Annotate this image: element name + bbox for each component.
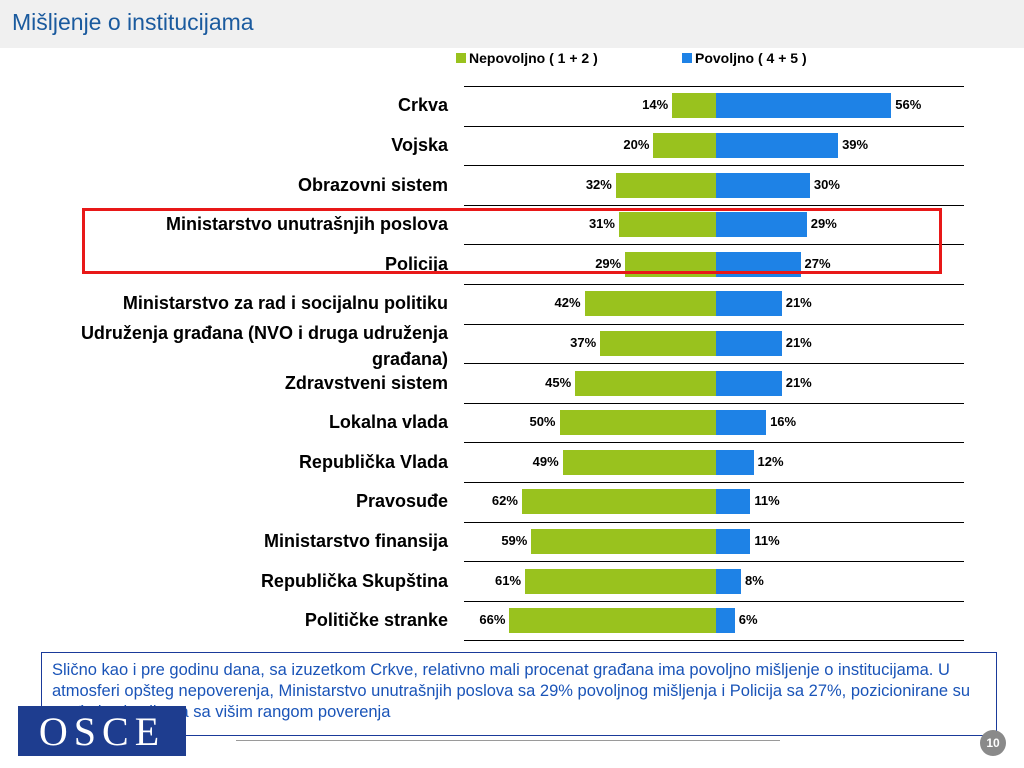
category-label: Republička Skupština [260, 570, 448, 591]
bar-nepovoljno [575, 370, 716, 396]
bar-nepovoljno [615, 172, 716, 198]
bar-povoljno [716, 568, 742, 594]
value-label-povoljno: 16% [770, 414, 797, 430]
row-divider [464, 244, 964, 246]
bar-povoljno [716, 93, 892, 119]
bar-povoljno [716, 449, 754, 475]
row-divider [464, 86, 964, 87]
bar-nepovoljno [525, 568, 716, 594]
category-label: Ministarstvo finansija [263, 530, 448, 551]
bar-nepovoljno [531, 528, 716, 554]
value-label-nepovoljno: 59% [501, 532, 528, 548]
value-label-nepovoljno: 31% [588, 216, 615, 232]
value-label-povoljno: 29% [810, 216, 837, 232]
category-label: Policija [384, 253, 448, 274]
legend-item-nepovoljno: Nepovoljno ( 1 + 2 ) [456, 50, 598, 66]
category-label: Zdravstveni sistem [284, 372, 448, 393]
value-label-nepovoljno: 49% [532, 453, 559, 469]
legend-swatch-nepovoljno [456, 53, 466, 64]
bar-nepovoljno [562, 449, 716, 475]
category-label: Lokalna vlada [328, 412, 448, 433]
value-label-nepovoljno: 45% [545, 374, 572, 390]
value-label-nepovoljno: 62% [491, 493, 518, 509]
bar-povoljno [716, 370, 782, 396]
legend-label-nepovoljno: Nepovoljno ( 1 + 2 ) [469, 50, 598, 66]
bar-nepovoljno [600, 330, 716, 356]
legend-label-povoljno: Povoljno ( 4 + 5 ) [695, 50, 807, 66]
value-label-nepovoljno: 66% [479, 612, 506, 628]
legend-item-povoljno: Povoljno ( 4 + 5 ) [682, 50, 807, 66]
row-divider [464, 482, 964, 483]
row-divider [464, 323, 964, 325]
value-label-povoljno: 30% [813, 176, 840, 192]
bar-nepovoljno [672, 93, 716, 119]
row-divider [464, 284, 964, 285]
title-bar: Mišljenje o institucijama [0, 0, 1024, 48]
value-label-nepovoljno: 61% [495, 572, 522, 588]
bar-povoljno [716, 330, 782, 356]
bar-povoljno [716, 291, 782, 317]
row-divider [464, 363, 964, 365]
row-divider [464, 442, 964, 444]
category-label: Pravosuđe [355, 491, 448, 512]
bar-nepovoljno [521, 489, 716, 515]
category-label: Ministarstvo za rad i socijalnu politiku [122, 293, 448, 314]
value-label-nepovoljno: 14% [642, 97, 669, 113]
row-divider [464, 402, 964, 404]
value-label-povoljno: 21% [785, 334, 812, 350]
bar-povoljno [716, 172, 810, 198]
category-label: Obrazovni sistem [297, 174, 448, 195]
note-box: Slično kao i pre godinu dana, sa izuzetk… [41, 652, 997, 736]
page-number: 10 [980, 730, 1006, 756]
value-label-povoljno: 39% [842, 136, 869, 152]
value-label-povoljno: 56% [895, 97, 922, 113]
value-label-nepovoljno: 29% [595, 255, 622, 271]
value-label-povoljno: 8% [745, 572, 764, 588]
value-label-povoljno: 11% [754, 532, 780, 548]
value-label-nepovoljno: 20% [623, 136, 650, 152]
value-label-nepovoljno: 42% [554, 295, 581, 311]
bar-povoljno [716, 410, 767, 436]
category-label: Političke stranke [304, 610, 448, 631]
bar-povoljno [716, 212, 807, 238]
category-label: Ministarstvo unutrašnjih poslova [165, 214, 448, 235]
value-label-povoljno: 21% [785, 374, 812, 390]
bar-povoljno [716, 489, 751, 515]
category-label: Udruženja građana (NVO i druga udruženja… [80, 322, 448, 369]
value-label-nepovoljno: 37% [570, 334, 597, 350]
osce-logo: OSCE [18, 706, 186, 756]
category-label: Crkva [397, 95, 448, 116]
value-label-povoljno: 6% [738, 612, 758, 628]
bar-nepovoljno [653, 132, 716, 158]
value-label-povoljno: 11% [754, 493, 780, 509]
value-label-nepovoljno: 32% [585, 176, 612, 192]
row-divider [464, 165, 964, 167]
slide-title: Mišljenje o institucijama [12, 9, 254, 35]
row-divider [464, 561, 964, 563]
value-label-povoljno: 12% [757, 453, 784, 469]
category-label: Republička Vlada [298, 451, 448, 472]
highlight-box [82, 208, 942, 274]
bar-nepovoljno [559, 410, 716, 436]
bar-nepovoljno [509, 608, 716, 634]
bar-nepovoljno [618, 212, 716, 238]
row-divider [464, 640, 964, 642]
bar-povoljno [716, 528, 751, 554]
row-divider [464, 521, 964, 523]
value-label-povoljno: 27% [804, 255, 831, 271]
row-divider [464, 125, 964, 127]
value-label-povoljno: 21% [785, 295, 812, 311]
legend-swatch-povoljno [682, 53, 692, 64]
bar-nepovoljno [584, 291, 716, 317]
row-divider [464, 204, 964, 206]
footer-divider [236, 740, 780, 741]
bar-povoljno [716, 132, 839, 158]
value-label-nepovoljno: 50% [529, 414, 556, 430]
row-divider [464, 600, 964, 602]
bar-povoljno [716, 608, 735, 634]
category-label: Vojska [391, 134, 448, 155]
